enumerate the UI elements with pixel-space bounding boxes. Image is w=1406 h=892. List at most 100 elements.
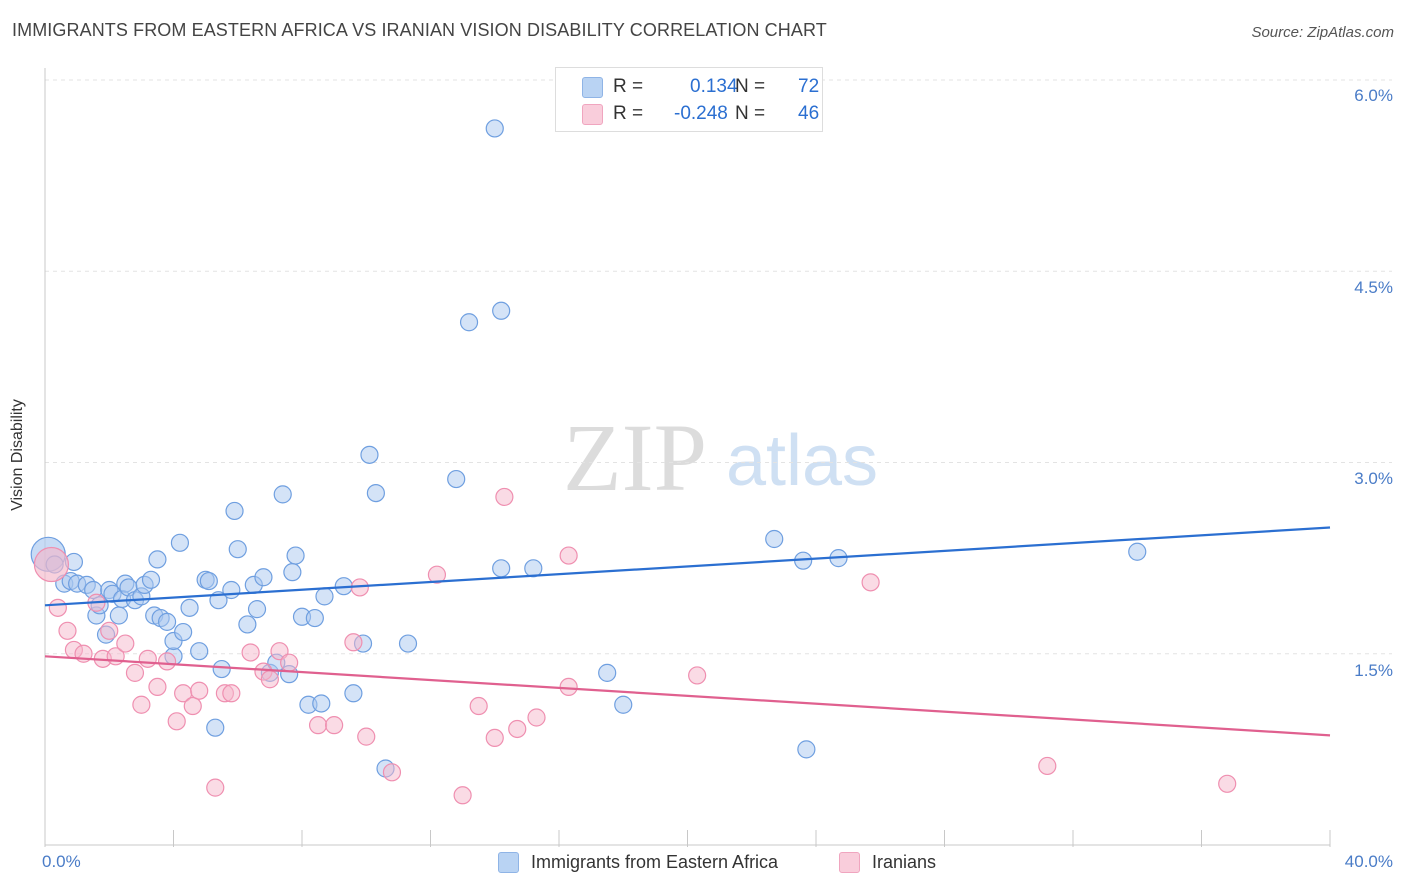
scatter-point-immigrants [199,571,218,591]
scatter-point-iranians [241,643,260,662]
watermark-atlas: atlas [726,421,878,501]
scatter-point-iranians [190,681,209,700]
scatter-point-immigrants [305,608,324,628]
scatter-point-iranians [157,652,177,671]
scatter-point-iranians [1218,774,1237,793]
scatter-point-immigrants [212,659,231,679]
scatter-point-immigrants [225,501,244,521]
legend-swatch-blue [498,852,519,873]
legend-label-immigrants: Immigrants from Eastern Africa [531,852,779,872]
legend-r-label: R = [613,103,644,124]
scatter-point-iranians [427,565,447,584]
scatter-point-iranians [132,695,151,714]
scatter-point-immigrants [247,600,267,619]
scatter-point-immigrants [524,559,543,578]
scatter-point-immigrants [170,533,190,552]
scatter-point-iranians [33,546,70,583]
scatter-point-immigrants [254,568,273,587]
scatter-point-immigrants [286,546,305,565]
y-tick-label-1.5: 1.5% [1354,661,1393,680]
scatter-point-iranians [357,727,376,746]
trend-lines [44,526,1331,737]
y-tick-label-4.5: 4.5% [1354,278,1393,297]
scatter-point-immigrants [765,529,784,549]
scatter-point-iranians [382,763,402,782]
y-tick-label-6: 6.0% [1354,86,1393,105]
scatter-point-iranians [495,487,514,507]
scatter-point-immigrants [190,642,209,661]
legend-label-iranians: Iranians [872,852,937,872]
scatter-point-immigrants [1128,542,1147,561]
scatter-point-iranians [508,719,527,739]
chart-title: IMMIGRANTS FROM EASTERN AFRICA VS IRANIA… [12,20,827,40]
scatter-point-iranians [688,666,707,685]
scatter-point-immigrants [157,612,177,631]
legend-item-iranians: Iranians [839,852,936,873]
scatter-point-iranians [138,649,157,668]
scatter-point-immigrants [492,559,511,578]
scatter-point-iranians [527,708,546,727]
scatter-point-iranians [559,546,578,565]
scatter-point-immigrants [447,469,466,489]
scatter-point-immigrants [312,694,331,713]
watermark-zip: ZIP [563,404,707,511]
series-iranians-points [33,487,1237,805]
scatter-point-immigrants [180,598,199,617]
scatter-point-immigrants [228,540,247,559]
scatter-point-immigrants [492,301,511,320]
legend-swatch-pink [839,852,860,873]
scatter-point-iranians [308,716,328,735]
scatter-point-iranians [485,728,504,748]
scatter-point-iranians [183,696,202,716]
scatter-point-iranians [222,684,241,703]
legend-r-value: -0.248 [674,103,728,124]
scatter-point-iranians [325,716,344,735]
scatter-point-iranians [260,670,279,689]
trend-line-immigrants [44,526,1331,607]
scatter-point-immigrants [109,606,128,625]
scatter-point-iranians [206,778,225,797]
source-credit: Source: ZipAtlas.com [1251,24,1394,41]
scatter-point-immigrants [485,119,504,138]
scatter-point-immigrants [360,445,379,464]
scatter-point-immigrants [141,570,161,589]
scatter-point-immigrants [366,484,385,503]
legend-swatch-blue [582,77,603,98]
scatter-point-iranians [453,786,472,805]
scatter-point-immigrants [222,580,241,600]
legend-item-immigrants: Immigrants from Eastern Africa [498,852,778,873]
legend-n-value: 72 [798,76,820,97]
y-axis-title: Vision Disability [9,399,26,511]
scatter-point-iranians [1038,756,1057,776]
scatter-point-iranians [125,663,145,682]
scatter-point-immigrants [614,695,633,714]
scatter-point-iranians [116,634,135,653]
grid-lines [45,79,1392,655]
scatter-point-iranians [48,598,67,617]
scatter-point-immigrants [206,718,225,737]
scatter-point-iranians [469,696,488,716]
scatter-point-iranians [148,677,167,697]
correlation-legend: R = 0.134 N = 72 R = -0.248 N = 46 [555,67,823,132]
scatter-point-immigrants [797,740,816,759]
scatter-point-immigrants [315,587,334,606]
scatter-point-iranians [280,653,299,672]
legend-n-value: 46 [798,103,820,124]
scatter-point-iranians [559,677,578,697]
scatter-point-immigrants [598,663,617,682]
scatter-point-immigrants [459,313,479,332]
scatter-point-immigrants [174,622,193,642]
legend-n-label: N = [735,76,766,97]
legend-r-value: 0.134 [690,76,738,97]
scatter-point-immigrants [273,485,292,504]
scatter-point-immigrants [283,563,302,582]
scatter-point-iranians [58,621,77,640]
scatter-point-immigrants [398,634,418,653]
scatter-point-immigrants [148,550,167,569]
scatter-point-iranians [100,621,119,640]
trend-line-iranians [44,655,1331,737]
legend-n-label: N = [735,103,766,124]
y-tick-label-3: 3.0% [1354,469,1393,488]
axes [44,68,1331,847]
